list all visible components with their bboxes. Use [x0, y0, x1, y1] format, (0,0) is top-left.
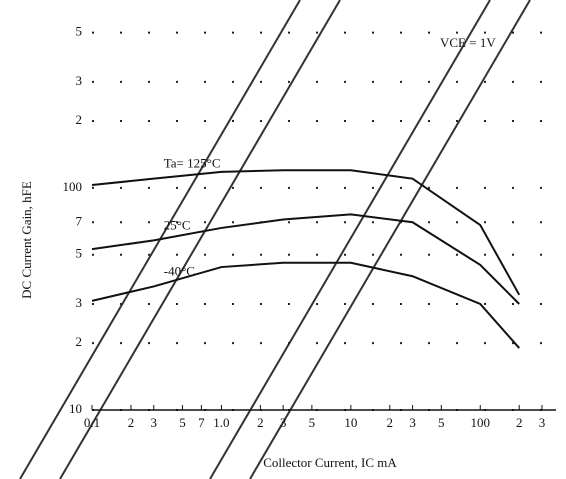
x-tick-label: 3: [409, 415, 416, 430]
x-tick-label: 100: [471, 415, 491, 430]
line-series: [91, 169, 521, 296]
y-tick-label: 5: [76, 246, 83, 261]
x-tick-label: 5: [438, 415, 445, 430]
watermark: [19, 0, 531, 479]
x-tick-label: 3: [150, 415, 157, 430]
line-series: [91, 261, 520, 349]
x-tick-label: 7: [198, 415, 205, 430]
y-tick-label: 5: [76, 24, 83, 39]
x-tick-label: 5: [309, 415, 316, 430]
annotation: VCE = 1V: [440, 35, 496, 50]
series-label: Ta= 125°C: [164, 156, 221, 171]
x-tick-label: 2: [257, 415, 264, 430]
y-tick-label: 10: [69, 401, 82, 416]
y-tick-label: 3: [76, 295, 83, 310]
y-tick-label: 2: [76, 334, 83, 349]
y-tick-label: 2: [76, 112, 83, 127]
y-tick-label: 3: [76, 73, 83, 88]
x-tick-label: 3: [280, 415, 287, 430]
x-tick-label: 2: [128, 415, 135, 430]
x-tick-label: 2: [516, 415, 523, 430]
x-tick-label: 2: [387, 415, 394, 430]
x-axis-label: Collector Current, IC mA: [263, 455, 397, 470]
x-tick-label: 5: [179, 415, 186, 430]
x-tick-label: 0.1: [84, 415, 100, 430]
y-tick-label: 7: [76, 213, 83, 228]
x-tick-label: 1.0: [213, 415, 229, 430]
series-label: 25°C: [164, 217, 191, 232]
x-tick-label: 10: [344, 415, 357, 430]
y-tick-label: 100: [63, 179, 83, 194]
line-series: [91, 213, 520, 305]
x-tick-label: 3: [539, 415, 546, 430]
series-label: -40°C: [164, 263, 195, 278]
y-axis-label: DC Current Gain, hFE: [19, 181, 34, 299]
